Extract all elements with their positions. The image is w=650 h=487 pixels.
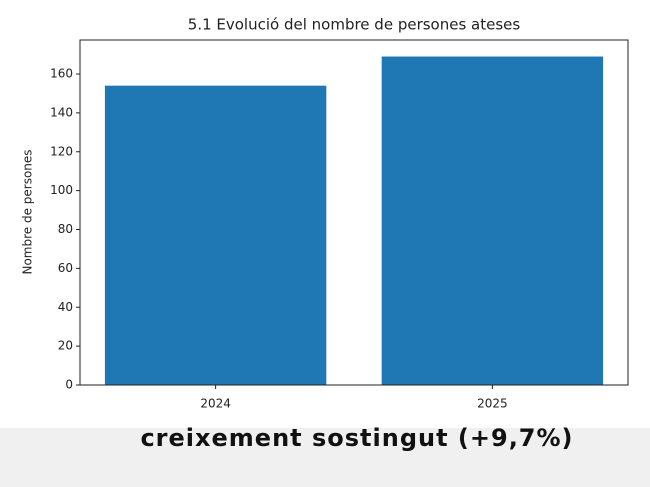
plot-frame (79, 39, 629, 386)
y-tick-label: 60 (58, 261, 73, 275)
x-tick-label: 2025 (477, 397, 508, 411)
y-tick-label: 160 (50, 67, 73, 81)
caption: creixement sostingut (+9,7%) (140, 424, 574, 452)
y-tick-label: 120 (50, 144, 73, 158)
y-tick-label: 100 (50, 183, 73, 197)
bar (381, 56, 604, 386)
chart-title: 5.1 Evolució del nombre de persones ates… (188, 16, 521, 34)
y-axis-label: Nombre de persones (21, 149, 35, 274)
y-tick-label: 0 (65, 378, 73, 392)
y-tick-label: 20 (58, 339, 73, 353)
bar (104, 85, 327, 385)
x-tick-label: 2024 (200, 397, 231, 411)
y-tick-label: 40 (58, 300, 73, 314)
y-tick-label: 140 (50, 105, 73, 119)
y-tick-label: 80 (58, 222, 73, 236)
